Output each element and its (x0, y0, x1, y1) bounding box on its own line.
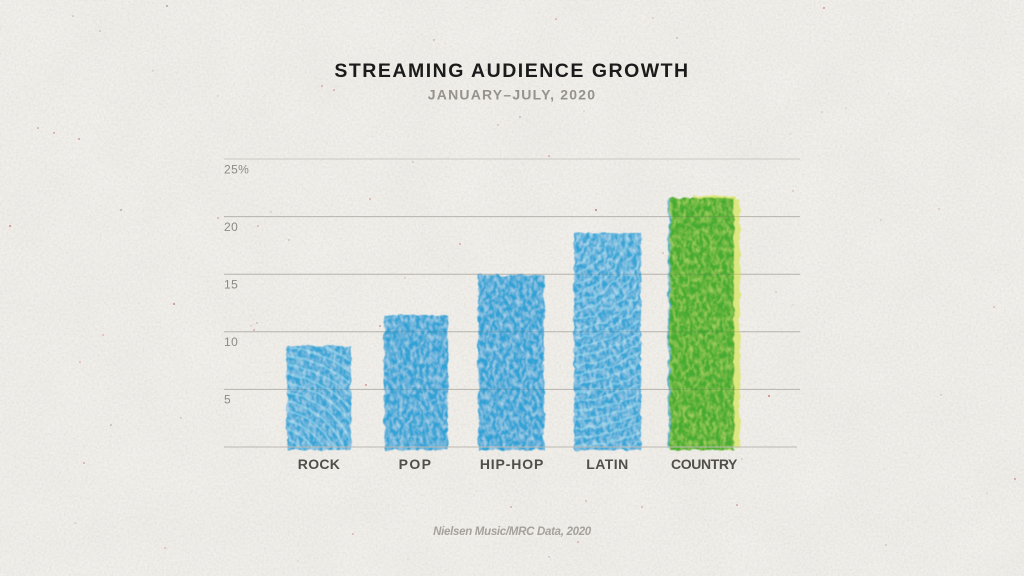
svg-text:20: 20 (224, 220, 238, 234)
svg-text:5: 5 (224, 393, 231, 407)
svg-text:25%: 25% (224, 163, 249, 177)
svg-text:ROCK: ROCK (298, 456, 340, 472)
svg-text:JANUARY–JULY, 2020: JANUARY–JULY, 2020 (428, 87, 596, 103)
svg-text:HIP-HOP: HIP-HOP (480, 456, 544, 472)
svg-text:POP: POP (399, 456, 433, 472)
svg-text:COUNTRY: COUNTRY (671, 456, 738, 472)
svg-text:LATIN: LATIN (586, 456, 628, 472)
svg-text:10: 10 (224, 335, 238, 349)
svg-text:Nielsen Music/MRC Data, 2020: Nielsen Music/MRC Data, 2020 (433, 526, 592, 538)
svg-text:15: 15 (224, 278, 238, 292)
svg-text:STREAMING AUDIENCE GROWTH: STREAMING AUDIENCE GROWTH (334, 60, 689, 82)
